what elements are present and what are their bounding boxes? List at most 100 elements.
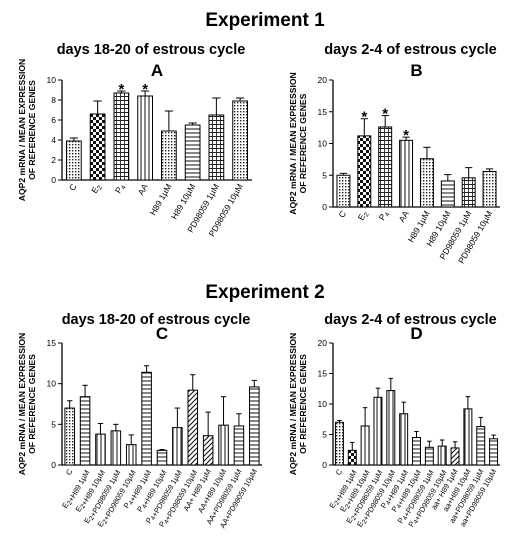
y-axis-label-line-1: AQP2 mRNA / MEAN EXPRESSION: [288, 72, 298, 214]
significance-asterisk: *: [118, 81, 124, 98]
y-tick-label: 0: [322, 202, 327, 212]
category-label: C: [67, 182, 79, 192]
bar: [233, 425, 245, 466]
bar: [202, 435, 214, 466]
bar: [461, 177, 476, 208]
category-label: P4: [377, 209, 392, 223]
panel-b: days 2-4 of estrous cycle B AQP2 mRNA / ME…: [288, 42, 500, 265]
y-tick-label: 15: [318, 369, 328, 379]
y-axis-label-line-2: OF REFERENCE GENES: [27, 80, 37, 180]
y-axis-label-line-2: OF REFERENCE GENES: [298, 93, 308, 193]
panel-letter: A: [151, 61, 163, 80]
category-label: E2: [356, 209, 371, 223]
bar: [412, 437, 421, 466]
bar: [137, 95, 153, 181]
bar: [378, 126, 393, 208]
y-axis-label-line-2: OF REFERENCE GENES: [298, 354, 308, 454]
bar: [64, 407, 75, 466]
category-label: AA: [136, 182, 150, 197]
bar: [184, 124, 201, 181]
category-label: C: [64, 467, 75, 477]
bar: [347, 449, 357, 466]
bar: [357, 135, 372, 208]
y-tick-label: 10: [47, 75, 57, 85]
y-tick-label: 0: [322, 460, 327, 470]
y-tick-label: 5: [322, 170, 327, 180]
y-tick-label: 15: [47, 338, 57, 348]
experiment-1-title: Experiment 1: [205, 10, 325, 31]
bar: [249, 386, 260, 466]
y-tick-label: 20: [318, 75, 328, 85]
y-axis-label-line-2: OF REFERENCE GENES: [27, 354, 37, 454]
significance-asterisk: *: [403, 127, 409, 144]
category-label: C: [334, 467, 345, 477]
bar: [360, 425, 370, 466]
bar: [399, 139, 414, 208]
category-label: E2: [89, 182, 104, 196]
bar: [79, 396, 91, 466]
panel-letter: B: [410, 61, 422, 80]
bar: [419, 158, 434, 208]
significance-asterisk: *: [382, 106, 388, 123]
y-tick-label: 0: [51, 175, 56, 185]
significance-asterisk: *: [142, 81, 148, 98]
bar: [450, 447, 460, 466]
bar: [161, 130, 177, 181]
y-tick-label: 2: [51, 155, 56, 165]
bar: [424, 446, 434, 466]
category-label: AA: [396, 209, 410, 224]
bar: [437, 445, 447, 466]
bar: [232, 100, 248, 181]
y-tick-label: 8: [51, 95, 56, 105]
bar: [463, 408, 473, 466]
bar: [373, 396, 383, 466]
bar: [386, 390, 396, 466]
panel-letter: C: [156, 324, 168, 343]
y-tick-label: 15: [318, 107, 328, 117]
bar: [125, 444, 137, 466]
bar: [141, 371, 152, 466]
bar: [334, 421, 344, 466]
y-tick-label: 10: [47, 379, 57, 389]
bar: [208, 114, 225, 181]
panel-letter: D: [410, 324, 422, 343]
bar: [218, 424, 229, 466]
bar: [399, 413, 409, 466]
y-tick-label: 5: [322, 430, 327, 440]
panel-title: days 18-20 of estrous cycle: [62, 312, 251, 328]
experiment-2-title: Experiment 2: [205, 282, 324, 303]
bar: [113, 92, 130, 181]
y-axis-label-line-1: AQP2 mRNA / MEAN EXPRESSION: [288, 333, 298, 475]
y-tick-label: 0: [51, 460, 56, 470]
bar: [172, 427, 183, 466]
y-tick-label: 20: [318, 338, 328, 348]
bar: [440, 180, 455, 208]
bar: [482, 170, 497, 208]
panel-a: days 18-20 of estrous cycle A AQP2 mRNA / …: [17, 42, 252, 238]
bar: [489, 438, 499, 466]
panel-title: days 2-4 of estrous cycle: [324, 42, 496, 58]
significance-asterisk: *: [361, 109, 367, 126]
y-axis-label-line-1: AQP2 mRNA / MEAN EXPRESSION: [17, 59, 27, 201]
panel-title: days 2-4 of estrous cycle: [324, 312, 496, 328]
bar: [110, 430, 122, 466]
bar: [336, 174, 351, 208]
y-tick-label: 4: [51, 135, 56, 145]
category-label: P4: [113, 182, 128, 196]
panel-title: days 18-20 of estrous cycle: [57, 42, 246, 58]
y-axis-label-line-1: AQP2 mRNA / MEAN EXPRESSION: [17, 333, 27, 475]
y-tick-label: 6: [51, 115, 56, 125]
bar: [66, 140, 82, 181]
y-tick-label: 10: [318, 399, 328, 409]
bar: [187, 389, 199, 466]
bar: [156, 449, 168, 466]
category-label: C: [336, 209, 348, 219]
y-tick-label: 10: [318, 139, 328, 149]
category-label: H89 1µM: [148, 182, 174, 217]
bar: [89, 113, 106, 181]
y-tick-label: 5: [51, 419, 56, 429]
bar: [95, 433, 106, 466]
